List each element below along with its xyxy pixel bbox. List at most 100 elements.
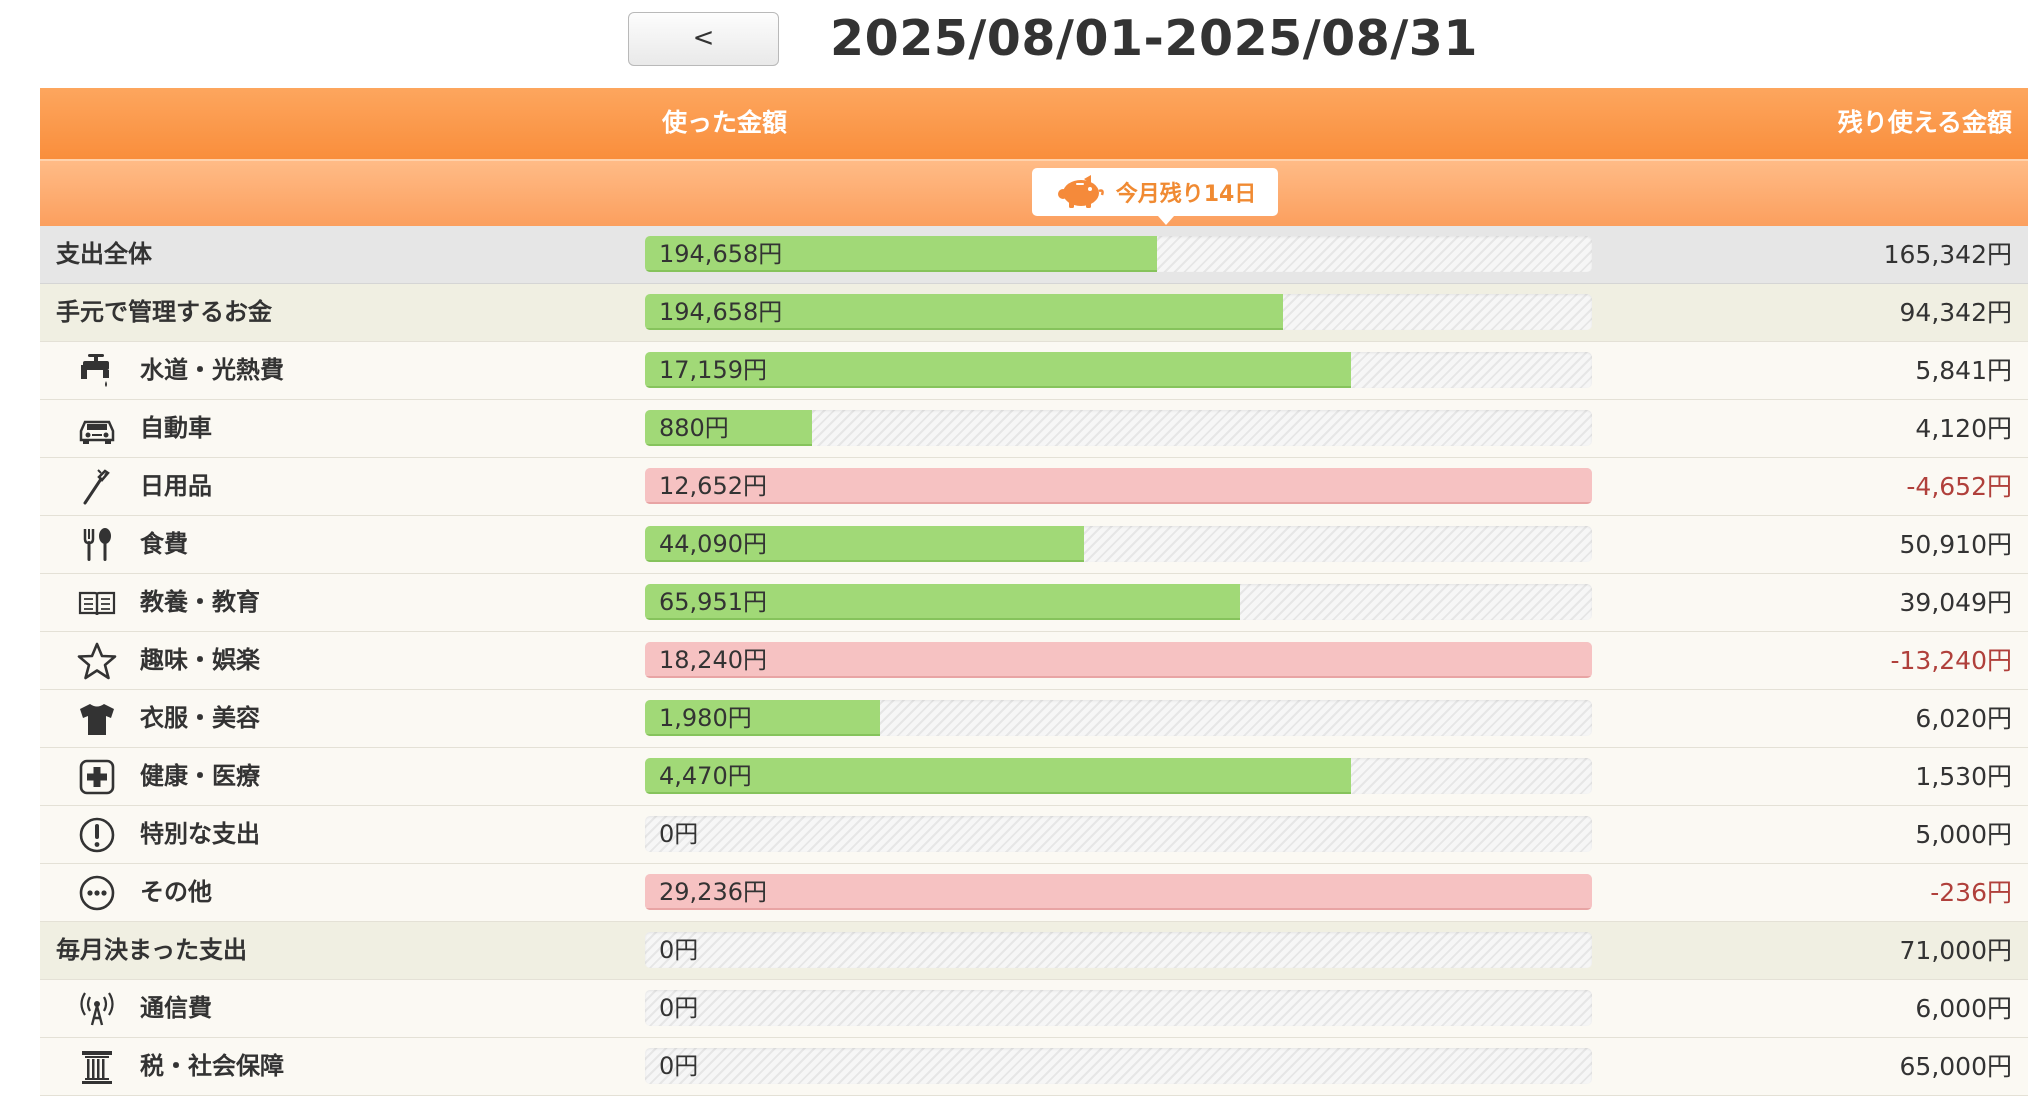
category-row[interactable]: 食費 44,090円 50,910円 (40, 516, 2028, 574)
row-label: 毎月決まった支出 (56, 936, 248, 964)
row-label: 特別な支出 (140, 820, 260, 848)
category-row[interactable]: 健康・医療 4,470円 1,530円 (40, 748, 2028, 806)
budget-bar-fill (645, 236, 1158, 272)
remaining-amount: 5,841円 (1915, 356, 2012, 385)
budget-bar-fill (645, 294, 1284, 330)
used-amount: 194,658円 (659, 298, 783, 326)
budget-bar-track: 0円 (645, 1048, 1592, 1084)
category-row[interactable]: その他 29,236円 -236円 (40, 864, 2028, 922)
budget-bar-track: 880円 (645, 410, 1592, 446)
row-label: その他 (140, 878, 212, 906)
remaining-amount-header: 残り使える金額 (1837, 108, 2012, 137)
used-amount: 65,951円 (659, 588, 767, 616)
days-left-badge: 今月残り14日 (1032, 168, 1278, 225)
used-amount: 0円 (659, 820, 699, 848)
top-bar: < 2025/08/01-2025/08/31 (0, 0, 2034, 88)
remaining-amount: -13,240円 (1890, 646, 2013, 675)
budget-bar-track: 29,236円 (645, 874, 1592, 910)
category-row[interactable]: 税・社会保障 0円 65,000円 (40, 1038, 2028, 1096)
remaining-amount: -4,652円 (1906, 472, 2012, 501)
budget-bar-track: 12,652円 (645, 468, 1592, 504)
used-amount: 880円 (659, 414, 729, 442)
budget-bar-track: 18,240円 (645, 642, 1592, 678)
row-label: 税・社会保障 (140, 1052, 284, 1080)
row-label: 食費 (140, 530, 188, 558)
row-label: 手元で管理するお金 (56, 298, 272, 326)
remaining-amount: 6,020円 (1915, 704, 2012, 733)
fork-spoon-icon (76, 524, 118, 566)
budget-bar-fill (645, 758, 1351, 794)
budget-bar-track: 0円 (645, 990, 1592, 1026)
shirt-icon (76, 698, 118, 740)
remaining-amount: 4,120円 (1915, 414, 2012, 443)
budget-bar-track: 1,980円 (645, 700, 1592, 736)
group-row[interactable]: 手元で管理するお金 194,658円 94,342円 (40, 284, 2028, 342)
category-row[interactable]: 教養・教育 65,951円 39,049円 (40, 574, 2028, 632)
row-label: 通信費 (140, 994, 212, 1022)
budget-bar-track: 17,159円 (645, 352, 1592, 388)
category-row[interactable]: 日用品 12,652円 -4,652円 (40, 458, 2028, 516)
used-amount: 44,090円 (659, 530, 767, 558)
toothbrush-icon (76, 466, 118, 508)
used-amount: 4,470円 (659, 762, 752, 790)
previous-period-button[interactable]: < (628, 12, 779, 66)
total-row[interactable]: 支出全体 194,658円 165,342円 (40, 226, 2028, 284)
antenna-icon (76, 988, 118, 1030)
budget-bar-track: 0円 (645, 932, 1592, 968)
star-icon (76, 640, 118, 682)
budget-bar-fill (645, 352, 1352, 388)
category-row[interactable]: 通信費 0円 6,000円 (40, 980, 2028, 1038)
used-amount: 18,240円 (659, 646, 767, 674)
budget-bar-fill (645, 874, 1592, 910)
remaining-amount: 165,342円 (1883, 240, 2012, 269)
book-icon (76, 582, 118, 624)
category-row[interactable]: 衣服・美容 1,980円 6,020円 (40, 690, 2028, 748)
budget-bar-track: 65,951円 (645, 584, 1592, 620)
used-amount: 29,236円 (659, 878, 767, 906)
category-row[interactable]: 水道・光熱費 17,159円 5,841円 (40, 342, 2028, 400)
budget-rows: 支出全体 194,658円 165,342円手元で管理するお金 194,658円 94,… (40, 226, 2028, 1096)
days-left-text: 今月残り14日 (1115, 182, 1257, 207)
used-amount: 12,652円 (659, 472, 767, 500)
piggy-bank-icon (1054, 175, 1106, 209)
remaining-amount: -236円 (1930, 878, 2012, 907)
used-amount-header: 使った金額 (662, 108, 788, 137)
remaining-amount: 50,910円 (1899, 530, 2012, 559)
remaining-amount: 5,000円 (1915, 820, 2012, 849)
row-label: 自動車 (140, 414, 212, 442)
used-amount: 0円 (659, 1052, 699, 1080)
remaining-amount: 71,000円 (1899, 936, 2012, 965)
row-label: 衣服・美容 (140, 704, 260, 732)
group-row[interactable]: 毎月決まった支出 0円 71,000円 (40, 922, 2028, 980)
used-amount: 0円 (659, 994, 699, 1022)
row-label: 教養・教育 (140, 588, 260, 616)
remaining-amount: 6,000円 (1915, 994, 2012, 1023)
used-amount: 194,658円 (659, 240, 783, 268)
budget-bar-track: 44,090円 (645, 526, 1592, 562)
faucet-icon (76, 350, 118, 392)
row-label: 水道・光熱費 (140, 356, 284, 384)
table-header: 使った金額 残り使える金額 (40, 88, 2028, 161)
pillar-icon (76, 1046, 118, 1088)
budget-bar-fill (645, 410, 812, 446)
medical-cross-icon (76, 756, 118, 798)
budget-table: 使った金額 残り使える金額 今月残り14日 支出全体 194,658円 165,34… (40, 88, 2028, 1096)
budget-bar-track: 194,658円 (645, 236, 1592, 272)
used-amount: 1,980円 (659, 704, 752, 732)
car-icon (76, 408, 118, 450)
category-row[interactable]: 特別な支出 0円 5,000円 (40, 806, 2028, 864)
budget-bar-fill (645, 642, 1592, 678)
budget-bar-fill (645, 526, 1085, 562)
period-title: 2025/08/01-2025/08/31 (830, 10, 1478, 67)
row-label: 趣味・娯楽 (140, 646, 260, 674)
days-left-bar: 今月残り14日 (40, 161, 2028, 226)
budget-bar-track: 0円 (645, 816, 1592, 852)
remaining-amount: 1,530円 (1915, 762, 2012, 791)
used-amount: 0円 (659, 936, 699, 964)
remaining-amount: 94,342円 (1899, 298, 2012, 327)
category-row[interactable]: 自動車 880円 4,120円 (40, 400, 2028, 458)
budget-bar-track: 4,470円 (645, 758, 1592, 794)
category-row[interactable]: 趣味・娯楽 18,240円 -13,240円 (40, 632, 2028, 690)
row-label: 支出全体 (56, 240, 152, 268)
budget-bar-fill (645, 584, 1240, 620)
